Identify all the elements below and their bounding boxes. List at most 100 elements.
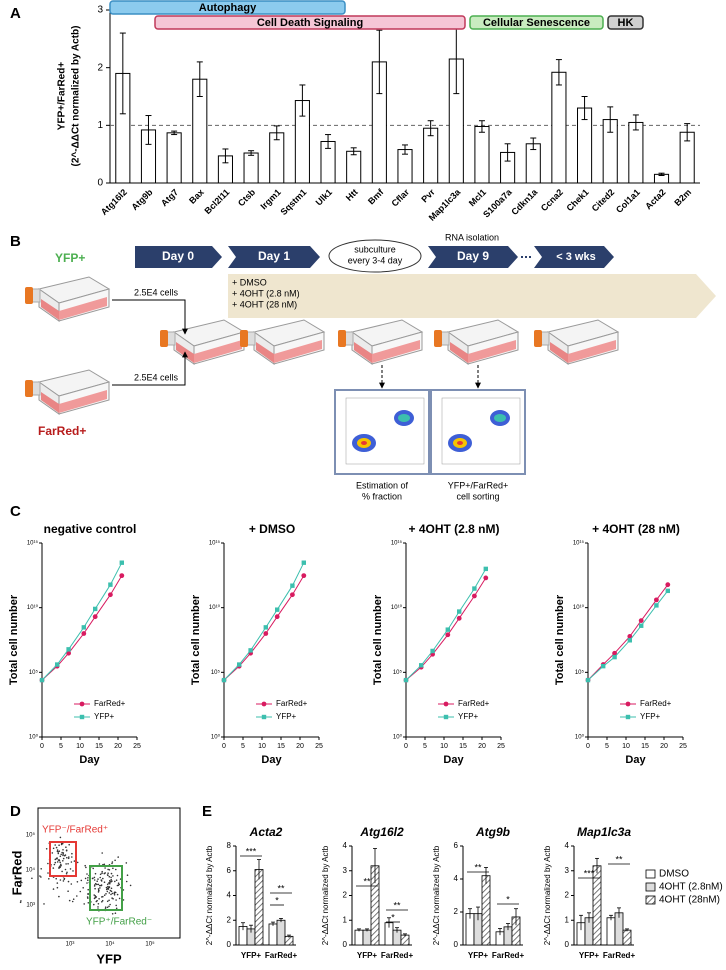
x-tick-label: Mcl1 [467,187,488,208]
y-tick-label: 10¹⁵ [27,540,39,547]
flow-event [73,860,76,862]
flow-event [67,890,69,892]
flow-event [117,856,119,858]
x-axis-label: Day [625,754,646,766]
marker [654,597,659,603]
flow-event [87,879,89,881]
legend-label: 4OHT (28nM) [659,895,720,906]
flow-event [43,903,45,905]
timeline-step [135,246,222,268]
flow-event [56,882,59,884]
bar [166,132,182,184]
flow-event [110,878,112,881]
y-tick-label: 10¹⁰ [209,604,221,611]
y-tick-label: 10⁵ [575,669,585,676]
flow-event [129,884,132,887]
series-line [41,562,123,681]
flow-event [62,854,64,857]
flow-event [54,844,56,846]
x-axis-label: Day [261,754,282,766]
y-tick-label: 4 [343,841,348,850]
panel-letter: D [10,803,21,820]
flow-event [117,882,120,884]
flow-event [91,877,94,880]
flow-event [110,872,113,875]
x-tick-label: 0 [404,743,408,750]
flow-event [20,900,22,902]
x-tick-label: 15 [641,743,649,750]
legend-label: YFP+ [640,712,661,721]
flow-event [125,880,128,883]
flow-event [62,852,65,854]
y-tick-label: 10¹⁵ [391,540,403,547]
marker [108,592,113,598]
flow-event [115,907,118,910]
flow-event [100,879,103,881]
subculture-text: subculture [354,244,396,254]
x-tick-label: 0 [40,743,44,750]
marker [483,575,489,581]
flow-event [111,862,113,865]
flow-event [61,842,64,845]
flow-event [126,874,129,876]
step-label: Day 1 [258,249,290,263]
x-tick-label: 5 [59,743,63,750]
marker [301,573,307,579]
flow-event [97,883,100,886]
bar [284,935,294,946]
marker [665,588,670,594]
x-tick-label: Cdkn1a [509,186,540,217]
x-tick-label: YFP+ [241,951,262,960]
marker [483,566,488,572]
y-tick-label: 8 [227,841,232,850]
y-tick-label: 10⁰ [211,734,221,741]
flow-event [59,855,62,858]
flow-event [56,861,59,863]
flow-event [58,850,61,852]
flow-event [114,859,116,862]
flow-event [108,899,110,902]
flow-event [106,874,109,876]
marker [654,603,659,608]
flask [533,319,619,365]
gate-label: YFP⁻/FarRed⁺ [42,825,108,836]
flow-event [108,905,110,908]
flow-event [53,863,56,866]
marker [638,618,644,623]
flow-event [52,867,55,869]
flow-event [108,875,111,878]
x-tick-label: Bax [187,187,206,206]
legend-label: YFP+ [276,712,297,721]
flow-event [76,881,79,883]
treatment-band [228,274,716,318]
flow-event [95,896,98,898]
y-tick-label: 10⁵ [393,669,403,676]
timeline-step [428,246,518,268]
flow-event [55,846,58,849]
x-tick-label: 20 [114,743,122,750]
flow-event [125,862,128,864]
flow-event [101,872,103,875]
category-group [469,15,604,30]
flow-event [116,874,119,877]
panel-letter: B [10,233,21,250]
category-group [109,0,346,15]
flow-event [65,849,68,852]
flow-event [97,878,99,880]
flow-event [59,861,61,864]
bar [269,132,285,184]
x-tick-label: Ctsb [236,187,258,209]
flow-event [87,893,89,895]
flow-event [70,861,73,863]
flow-event [55,877,57,880]
flow-event [93,885,96,887]
flow-event [85,866,87,869]
flow-event [97,903,100,905]
bar [481,875,491,946]
legend-label: YFP+ [458,712,479,721]
legend-label: YFP+ [94,712,115,721]
x-tick-label: 0 [586,743,590,750]
significance-label: * [391,912,395,922]
population-label: FarRed+ [38,424,86,438]
x-tick-label: 25 [679,743,687,750]
